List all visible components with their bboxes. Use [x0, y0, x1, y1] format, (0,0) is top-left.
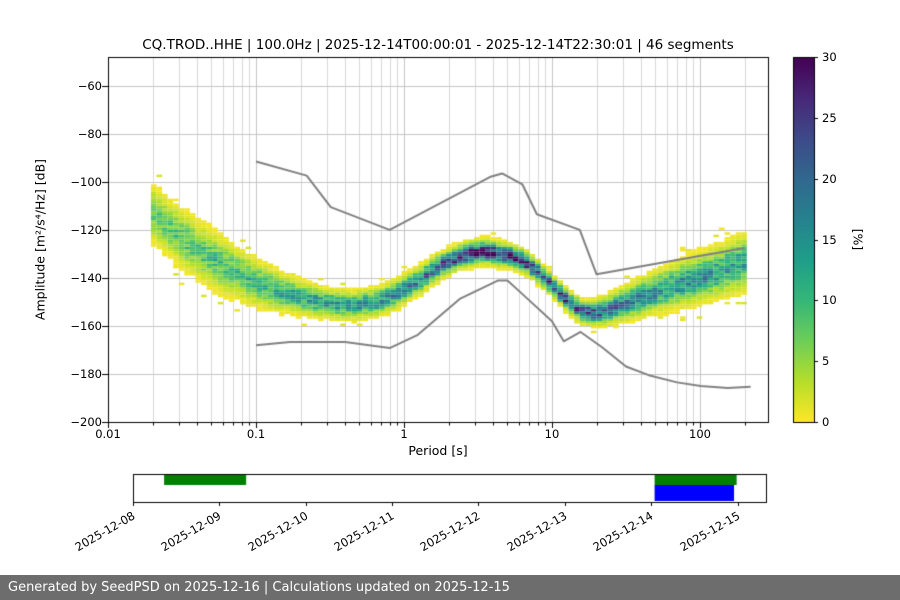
- y-tick-label: −80: [77, 126, 102, 141]
- y-tick-label: −160: [70, 318, 102, 333]
- colorbar-tick-label: 25: [822, 110, 837, 125]
- x-tick-label: 0.1: [246, 427, 266, 441]
- y-tick-label: −140: [70, 270, 102, 285]
- colorbar-tick-label: 30: [822, 50, 837, 64]
- status-bar: Generated by SeedPSD on 2025-12-16 | Cal…: [0, 575, 900, 600]
- y-tick-label: −60: [77, 78, 102, 93]
- colorbar-tick-label: 20: [822, 171, 837, 186]
- y-axis-label: Amplitude [m²/s⁴/Hz] [dB]: [32, 158, 48, 321]
- colorbar-tick-label: 10: [822, 293, 837, 308]
- x-axis-label: Period [s]: [408, 443, 468, 458]
- y-tick-label: −120: [70, 222, 102, 237]
- x-tick-label: 100: [689, 427, 711, 441]
- x-tick-label: 0.01: [95, 427, 121, 441]
- y-tick-label: −100: [70, 174, 102, 189]
- colorbar-tick-label: 5: [822, 354, 830, 369]
- y-tick-label: −180: [70, 366, 102, 381]
- plot-title: CQ.TROD..HHE | 100.0Hz | 2025-12-14T00:0…: [142, 37, 734, 53]
- colorbar-label: [%]: [850, 228, 866, 251]
- x-tick-label: 10: [544, 427, 560, 441]
- colorbar-tick-label: 15: [822, 232, 837, 247]
- y-tick-label: −200: [70, 415, 102, 429]
- colorbar-tick-label: 0: [822, 415, 830, 429]
- x-tick-label: 1: [400, 427, 408, 441]
